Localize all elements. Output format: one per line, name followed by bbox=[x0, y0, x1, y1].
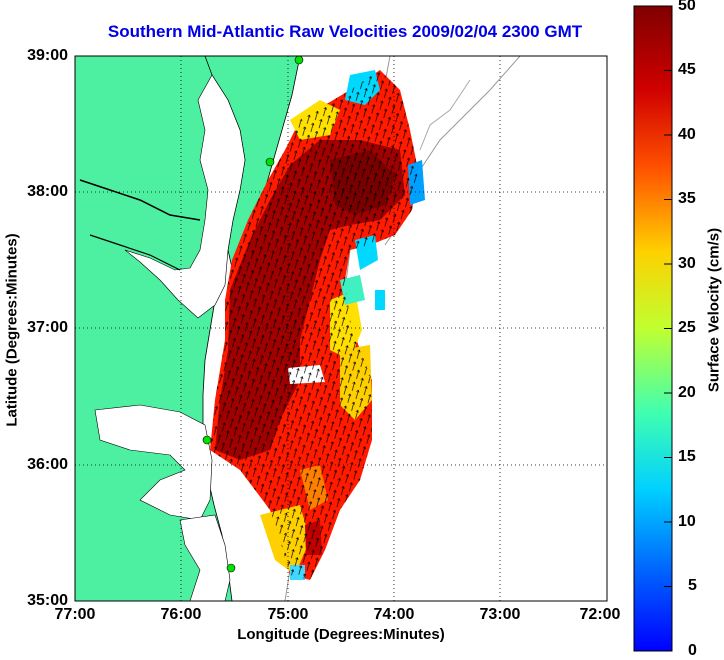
colorbar-label: Surface Velocity (cm/s) bbox=[705, 227, 723, 393]
colorbar-tick-label: 5 bbox=[688, 577, 697, 594]
colorbar-ticks bbox=[664, 70, 672, 587]
albemarle-sound bbox=[94, 404, 213, 521]
colorbar-tick-label: 0 bbox=[688, 642, 697, 659]
map-area bbox=[75, 56, 607, 601]
y-tick-label: 36:00 bbox=[27, 456, 68, 473]
x-tick-label: 74:00 bbox=[373, 606, 415, 623]
colorbar-tick-label: 35 bbox=[678, 190, 696, 207]
colorbar-tick-label: 25 bbox=[678, 319, 696, 336]
velocity-field bbox=[210, 70, 425, 580]
y-tick-label: 38:00 bbox=[27, 183, 68, 200]
x-axis-label: Longitude (Degrees:Minutes) bbox=[237, 626, 445, 643]
colorbar-tick-label: 15 bbox=[678, 448, 696, 465]
river-potomac bbox=[79, 179, 201, 221]
chesapeake-bay bbox=[124, 74, 246, 319]
colorbar-tick-label: 20 bbox=[678, 384, 696, 401]
colorbar-tick-label: 30 bbox=[678, 255, 696, 272]
station-marker bbox=[226, 563, 236, 573]
contour-3 bbox=[419, 79, 471, 151]
y-axis-label: Latitude (Degrees:Minutes) bbox=[3, 233, 21, 427]
station-marker bbox=[294, 56, 304, 65]
map-title: Southern Mid-Atlantic Raw Velocities 200… bbox=[107, 22, 583, 41]
x-tick-label: 76:00 bbox=[160, 606, 202, 623]
station-marker bbox=[202, 435, 212, 445]
y-tick-label: 39:00 bbox=[27, 47, 68, 64]
station-marker bbox=[265, 157, 275, 167]
y-tick-label: 37:00 bbox=[27, 319, 68, 336]
colorbar-tick-label: 50 bbox=[678, 0, 696, 14]
colorbar-tick-label: 10 bbox=[678, 513, 696, 530]
river-york bbox=[89, 234, 181, 271]
x-tick-label: 72:00 bbox=[579, 606, 621, 623]
y-tick-label: 35:00 bbox=[27, 592, 68, 609]
x-tick-label: 77:00 bbox=[54, 606, 96, 623]
pamlico-sound bbox=[179, 514, 231, 601]
grid bbox=[75, 56, 607, 601]
colorbar-tick-label: 40 bbox=[678, 126, 696, 143]
x-tick-label: 73:00 bbox=[479, 606, 521, 623]
x-tick-label: 75:00 bbox=[267, 606, 309, 623]
colorbar-tick-label: 45 bbox=[678, 61, 696, 78]
plot-frame bbox=[74, 55, 608, 602]
